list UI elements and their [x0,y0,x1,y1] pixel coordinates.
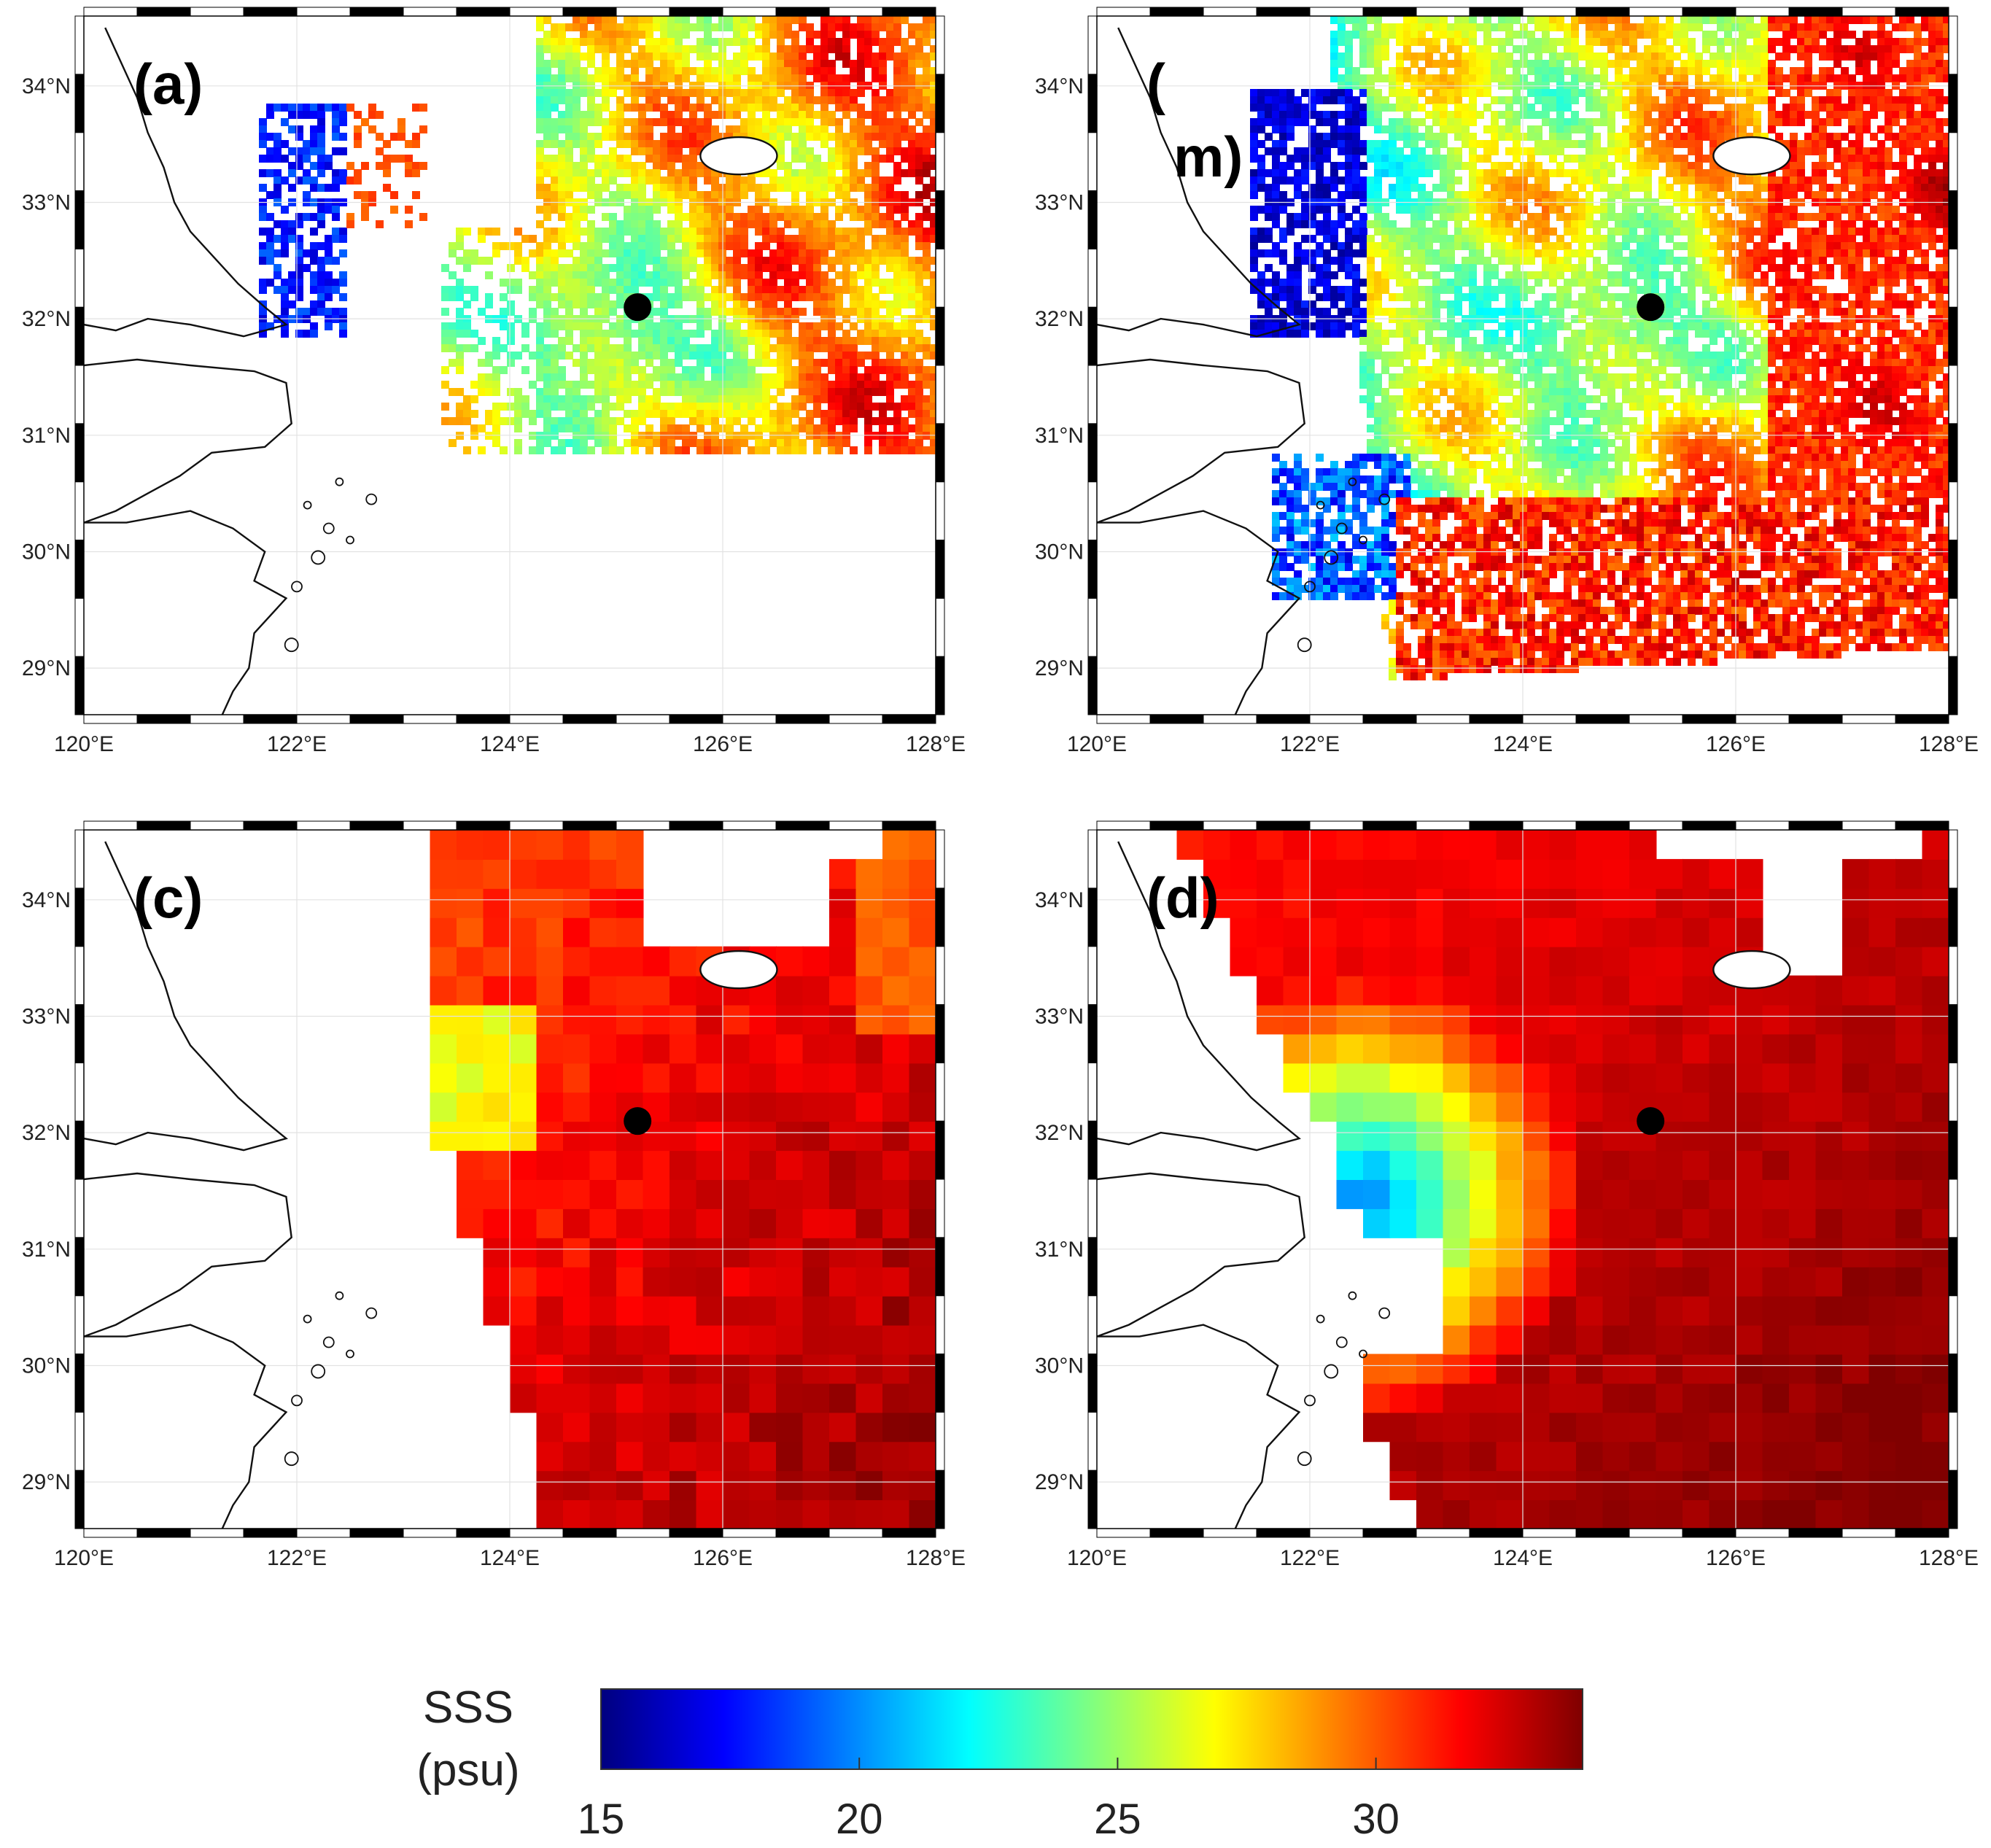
x-tick-label: 120°E [54,732,114,756]
station-marker [1637,293,1665,322]
x-tick-label: 120°E [1067,1546,1127,1570]
x-tick-label: 128°E [906,1546,966,1570]
map-frame [74,820,945,1538]
station-marker [1637,1107,1665,1135]
sss-field [430,830,936,1529]
y-tick-label: 32°N [22,1121,71,1145]
y-tick-label: 30°N [22,540,71,564]
y-tick-label: 31°N [1035,1238,1084,1262]
colorbar-tick-label: 15 [578,1795,625,1843]
x-tick-label: 126°E [1706,732,1766,756]
x-tick-label: 124°E [1493,1546,1553,1570]
map-frame [1087,7,1958,724]
x-tick-label: 122°E [267,732,327,756]
x-tick-label: 122°E [267,1546,327,1570]
jeju-island [699,136,778,176]
sss-field [259,16,936,454]
x-tick-label: 128°E [1919,1546,1979,1570]
y-tick-label: 33°N [1035,190,1084,214]
y-tick-label: 29°N [1035,656,1084,680]
y-tick-label: 30°N [1035,1354,1084,1378]
y-tick-label: 29°N [22,656,71,680]
y-tick-label: 34°N [22,888,71,912]
station-marker [624,1107,652,1135]
y-tick-label: 29°N [1035,1470,1084,1494]
y-tick-label: 33°N [22,190,71,214]
y-tick-label: 34°N [1035,888,1084,912]
x-tick-label: 126°E [1706,1546,1766,1570]
x-tick-label: 126°E [693,1546,753,1570]
panel-d: 120°E 122°E 124°E 126°E 128°E 34°N 33°N 32°N 31°… [1035,820,1979,1570]
y-tick-label: 34°N [1035,74,1084,98]
panel-a: 120°E 122°E 124°E 126°E 128°E 34°N 33°N 32°N 31°… [22,7,966,756]
y-tick-label: 31°N [1035,424,1084,448]
jeju-island [699,950,778,990]
y-tick-label: 34°N [22,74,71,98]
x-tick-label: 122°E [1280,732,1340,756]
coastline [84,27,778,715]
jeju-island [1712,950,1791,990]
colorbar-label: SSS [423,1682,513,1733]
y-tick-label: 32°N [22,307,71,331]
y-tick-label: 30°N [1035,540,1084,564]
panel-letter: (d) [1146,866,1219,930]
y-tick-label: 32°N [1035,1121,1084,1145]
y-tick-label: 33°N [22,1004,71,1028]
colorbar: SSS (psu) 15 20 25 30 [416,1682,1583,1843]
x-tick-label: 120°E [1067,732,1127,756]
panel-letter: (a) [133,52,203,116]
panel-c: 120°E 122°E 124°E 126°E 128°E 34°N 33°N 32°N 31°… [22,820,966,1570]
y-tick-label: 31°N [22,424,71,448]
gridlines [1096,16,1949,715]
station-marker [624,293,652,322]
x-tick-label: 122°E [1280,1546,1340,1570]
y-tick-label: 31°N [22,1238,71,1262]
panel-letter: (c) [133,866,203,930]
x-tick-label: 124°E [480,732,540,756]
x-tick-label: 126°E [693,732,753,756]
map-frame [74,7,945,724]
x-tick-label: 120°E [54,1546,114,1570]
panel-letter: ( [1146,52,1165,116]
coastline [84,841,778,1529]
x-tick-label: 124°E [1493,732,1553,756]
jeju-island [1712,136,1791,176]
coastline [1097,841,1791,1529]
y-tick-label: 29°N [22,1470,71,1494]
colorbar-units: (psu) [416,1745,519,1795]
colorbar-tick-label: 25 [1094,1795,1141,1843]
y-tick-label: 32°N [1035,307,1084,331]
map-frame [1087,820,1958,1538]
x-tick-label: 124°E [480,1546,540,1570]
coastline [1097,27,1791,715]
x-tick-label: 128°E [1919,732,1979,756]
colorbar-tick-label: 30 [1352,1795,1400,1843]
x-tick-label: 128°E [906,732,966,756]
y-tick-label: 33°N [1035,1004,1084,1028]
panel-letter-line2: m) [1173,125,1243,189]
panel-b: 120°E 122°E 124°E 126°E 128°E 34°N 33°N 32°N 31°… [1035,7,1979,756]
colorbar-gradient [600,1688,1583,1770]
sss-field [1176,830,1949,1529]
y-tick-label: 30°N [22,1354,71,1378]
colorbar-tick-label: 20 [836,1795,883,1843]
